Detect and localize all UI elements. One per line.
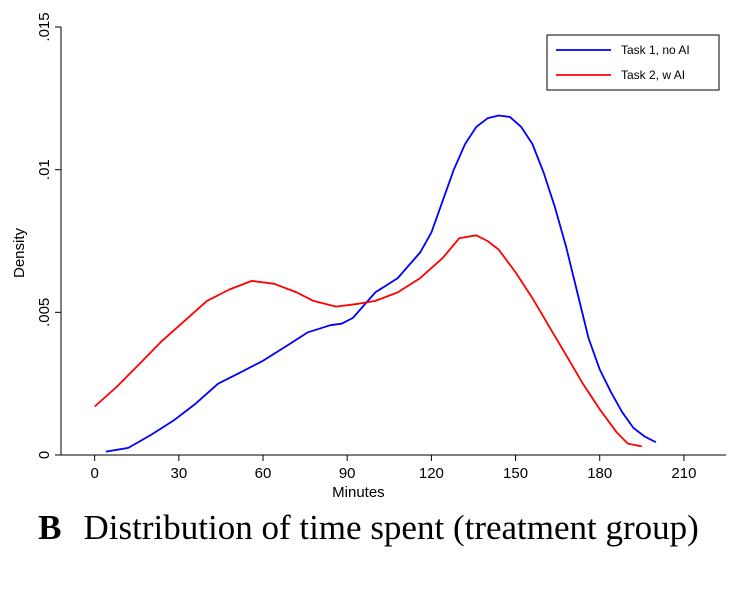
x-tick-label: 60 <box>255 465 272 482</box>
legend-box <box>546 34 720 91</box>
x-tick-label: 90 <box>339 465 356 482</box>
chart-legend: Task 1, no AI Task 2, w AI <box>546 34 720 91</box>
x-tick-label: 210 <box>671 465 696 482</box>
chart-series-lines <box>94 114 657 453</box>
y-tick-label: .005 <box>36 298 53 327</box>
series-line-2 <box>94 234 642 448</box>
density-chart: 0 30 60 90 120 150 180 210 0 .005 .01 .015 Minutes De… <box>11 12 726 501</box>
series-line-1 <box>105 114 657 453</box>
x-tick-label: 150 <box>503 465 528 482</box>
y-axis-title: Density <box>11 227 28 278</box>
y-tick-label: .01 <box>36 159 53 180</box>
x-tick-label: 0 <box>90 465 98 482</box>
y-tick-label: 0 <box>36 451 53 459</box>
x-tick-label: 30 <box>171 465 188 482</box>
x-tick-label: 180 <box>587 465 612 482</box>
panel-letter: B <box>38 508 62 547</box>
x-axis-title: Minutes <box>332 484 385 501</box>
chart-axes: 0 30 60 90 120 150 180 210 0 .005 .01 .015 Minutes De… <box>11 12 726 501</box>
caption-text: Distribution of time spent (treatment gr… <box>83 508 699 547</box>
legend-label-1: Task 1, no AI <box>621 43 690 57</box>
figure-caption: B Distribution of time spent (treatment g… <box>0 506 737 550</box>
x-tick-label: 120 <box>419 465 444 482</box>
y-tick-label: .015 <box>36 12 53 41</box>
legend-label-2: Task 2, w AI <box>621 68 685 82</box>
